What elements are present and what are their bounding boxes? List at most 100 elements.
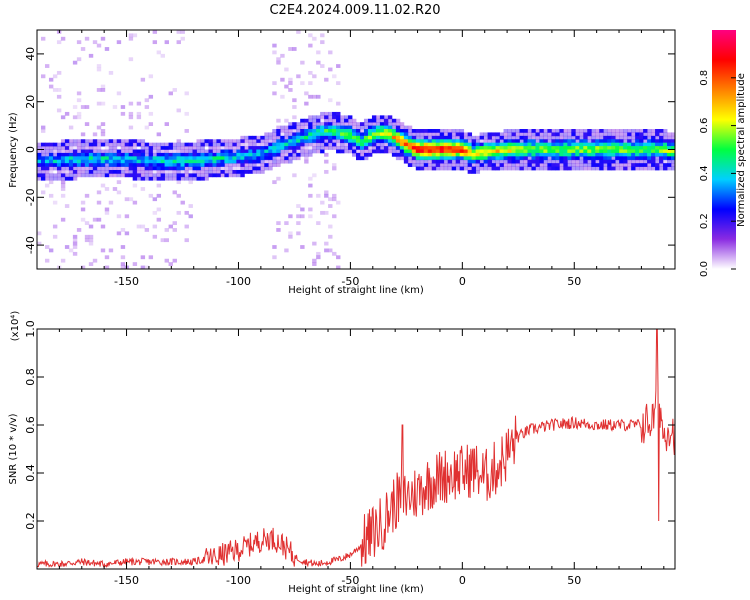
spectrogram-cell <box>268 166 273 171</box>
spectrogram-cell <box>348 115 353 120</box>
spectrogram-cell <box>64 169 70 174</box>
spectrogram-cell <box>547 146 552 150</box>
spectrogram-cell <box>479 159 484 164</box>
spectrogram-cell <box>375 118 381 123</box>
spectrogram-cell <box>332 251 337 256</box>
spectrogram-cell <box>447 129 453 133</box>
spectrogram-cell <box>108 166 114 171</box>
spectrogram-cell <box>72 142 78 147</box>
spectrogram-cell <box>467 149 473 154</box>
spectrogram-cell <box>631 163 636 167</box>
spectrogram-cell <box>503 146 508 150</box>
spectrogram-cell <box>467 166 473 171</box>
spectrogram-cell <box>411 129 417 133</box>
spectrogram-cell <box>659 166 664 171</box>
spectrogram-cell <box>447 135 453 140</box>
colorbar-tick-label: 0.0 <box>699 261 710 277</box>
spectrogram-cell <box>316 193 321 198</box>
spectrogram-cell <box>60 169 66 174</box>
spectrogram-cell <box>76 139 82 144</box>
spectrogram-cell <box>459 135 465 140</box>
spectrogram-cell <box>627 159 632 164</box>
spectrogram-cell <box>276 118 281 123</box>
spectrogram-cell <box>228 139 233 144</box>
spectrogram-cell <box>623 135 628 140</box>
spectrogram-cell <box>407 135 413 140</box>
spectrogram-cell <box>411 163 417 167</box>
spectrogram-cell <box>240 146 245 150</box>
spectrogram-cell <box>623 166 628 171</box>
spectrogram-cell <box>80 173 86 178</box>
spectrogram-cell <box>176 176 181 181</box>
spectrogram-cell <box>603 159 608 164</box>
spectrogram-cell <box>164 238 169 243</box>
spectrogram-cell <box>344 129 349 133</box>
spectrogram-cell <box>200 156 205 161</box>
spectrogram-cell <box>471 159 477 164</box>
spectrogram-cell <box>379 135 385 140</box>
spectrogram-cell <box>136 156 142 161</box>
spectrogram-cell <box>276 139 281 144</box>
spectrogram-cell <box>571 152 576 157</box>
spectrogram-cell <box>328 142 333 147</box>
spectrogram-cell <box>623 129 628 133</box>
spectrogram-cell <box>591 166 596 171</box>
spectrogram-cell <box>599 166 604 171</box>
spectrogram-cell <box>555 163 560 167</box>
spectrogram-cell <box>583 149 588 154</box>
spectrogram-cell <box>284 152 289 157</box>
spectrogram-cell <box>160 238 165 243</box>
spectrogram-cell <box>200 163 205 167</box>
spectrogram-cell <box>204 169 209 174</box>
spectrogram-cell <box>37 152 42 157</box>
spectrogram-cell <box>144 166 150 171</box>
spectrogram-cell <box>439 129 445 133</box>
spectrogram-cell <box>671 135 676 140</box>
spectrogram-cell <box>172 146 177 150</box>
spectrogram-cell <box>192 173 197 178</box>
spectrogram-cell <box>459 139 465 144</box>
spectrogram-cell <box>176 169 181 174</box>
spectrogram-cell <box>411 135 417 140</box>
spectrogram-cell <box>112 105 118 109</box>
spectrogram-cell <box>44 166 50 171</box>
spectrogram-cell <box>671 163 676 167</box>
spectrogram-cell <box>655 159 660 164</box>
spectrogram-cell <box>503 159 508 164</box>
spectrogram-cell <box>619 146 624 150</box>
spectrogram-cell <box>551 149 556 154</box>
spectrogram-cell <box>575 156 580 161</box>
spectrogram-cell <box>180 146 185 150</box>
spectrogram-cell <box>120 156 126 161</box>
spectrogram-cell <box>503 163 508 167</box>
spectrogram-cell <box>371 146 377 150</box>
spectrogram-cell <box>431 156 437 161</box>
spectrogram-cell <box>100 132 106 137</box>
spectrogram-cell <box>455 135 461 140</box>
spectrogram-cell <box>627 142 632 147</box>
spectrogram-cell <box>160 152 165 157</box>
spectrogram-cell <box>336 265 341 270</box>
spectrogram-cell <box>431 149 437 154</box>
spectrogram-cell <box>383 132 389 137</box>
spectrogram-cell <box>296 152 301 157</box>
spectrogram-cell <box>499 149 504 154</box>
spectrogram-cell <box>635 129 640 133</box>
spectrogram-cell <box>391 118 397 123</box>
spectrogram-cell <box>56 146 62 150</box>
spectrogram-cell <box>68 166 74 171</box>
spectrogram-cell <box>288 156 293 161</box>
spectrogram-cell <box>431 159 437 164</box>
spectrogram-cell <box>144 152 150 157</box>
spectrogram-cell <box>635 139 640 144</box>
spectrogram-cell <box>48 169 54 174</box>
spectrogram-cell <box>120 111 126 116</box>
spectrogram-cell <box>120 142 126 147</box>
spectrogram-cell <box>300 139 305 144</box>
spectrogram-cell <box>300 60 305 65</box>
spectrogram-cell <box>507 135 512 140</box>
spectrogram-cell <box>439 132 445 137</box>
spectrogram-cell <box>80 47 86 51</box>
spectrogram-cell <box>44 183 50 188</box>
spectrogram-cell <box>196 139 201 144</box>
